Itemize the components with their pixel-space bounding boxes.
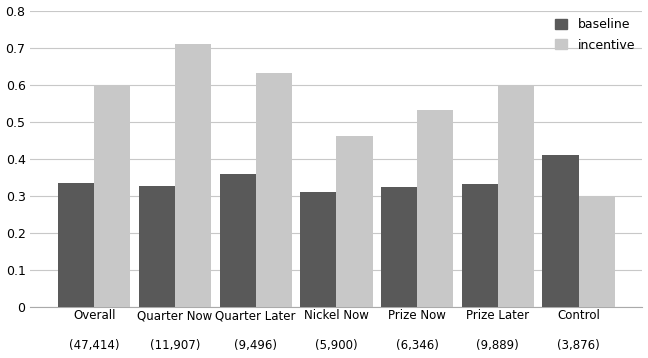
Bar xyxy=(579,195,614,307)
Bar xyxy=(256,73,292,307)
Legend: baseline, incentive: baseline, incentive xyxy=(550,13,640,57)
Bar xyxy=(58,183,95,307)
Bar xyxy=(175,44,211,307)
Bar xyxy=(381,187,417,307)
Bar xyxy=(95,84,130,307)
Bar xyxy=(417,111,453,307)
Bar xyxy=(336,136,373,307)
Bar xyxy=(542,155,579,307)
Bar xyxy=(462,184,498,307)
Bar xyxy=(220,174,256,307)
Bar xyxy=(498,86,534,307)
Bar xyxy=(301,192,336,307)
Bar xyxy=(139,187,175,307)
